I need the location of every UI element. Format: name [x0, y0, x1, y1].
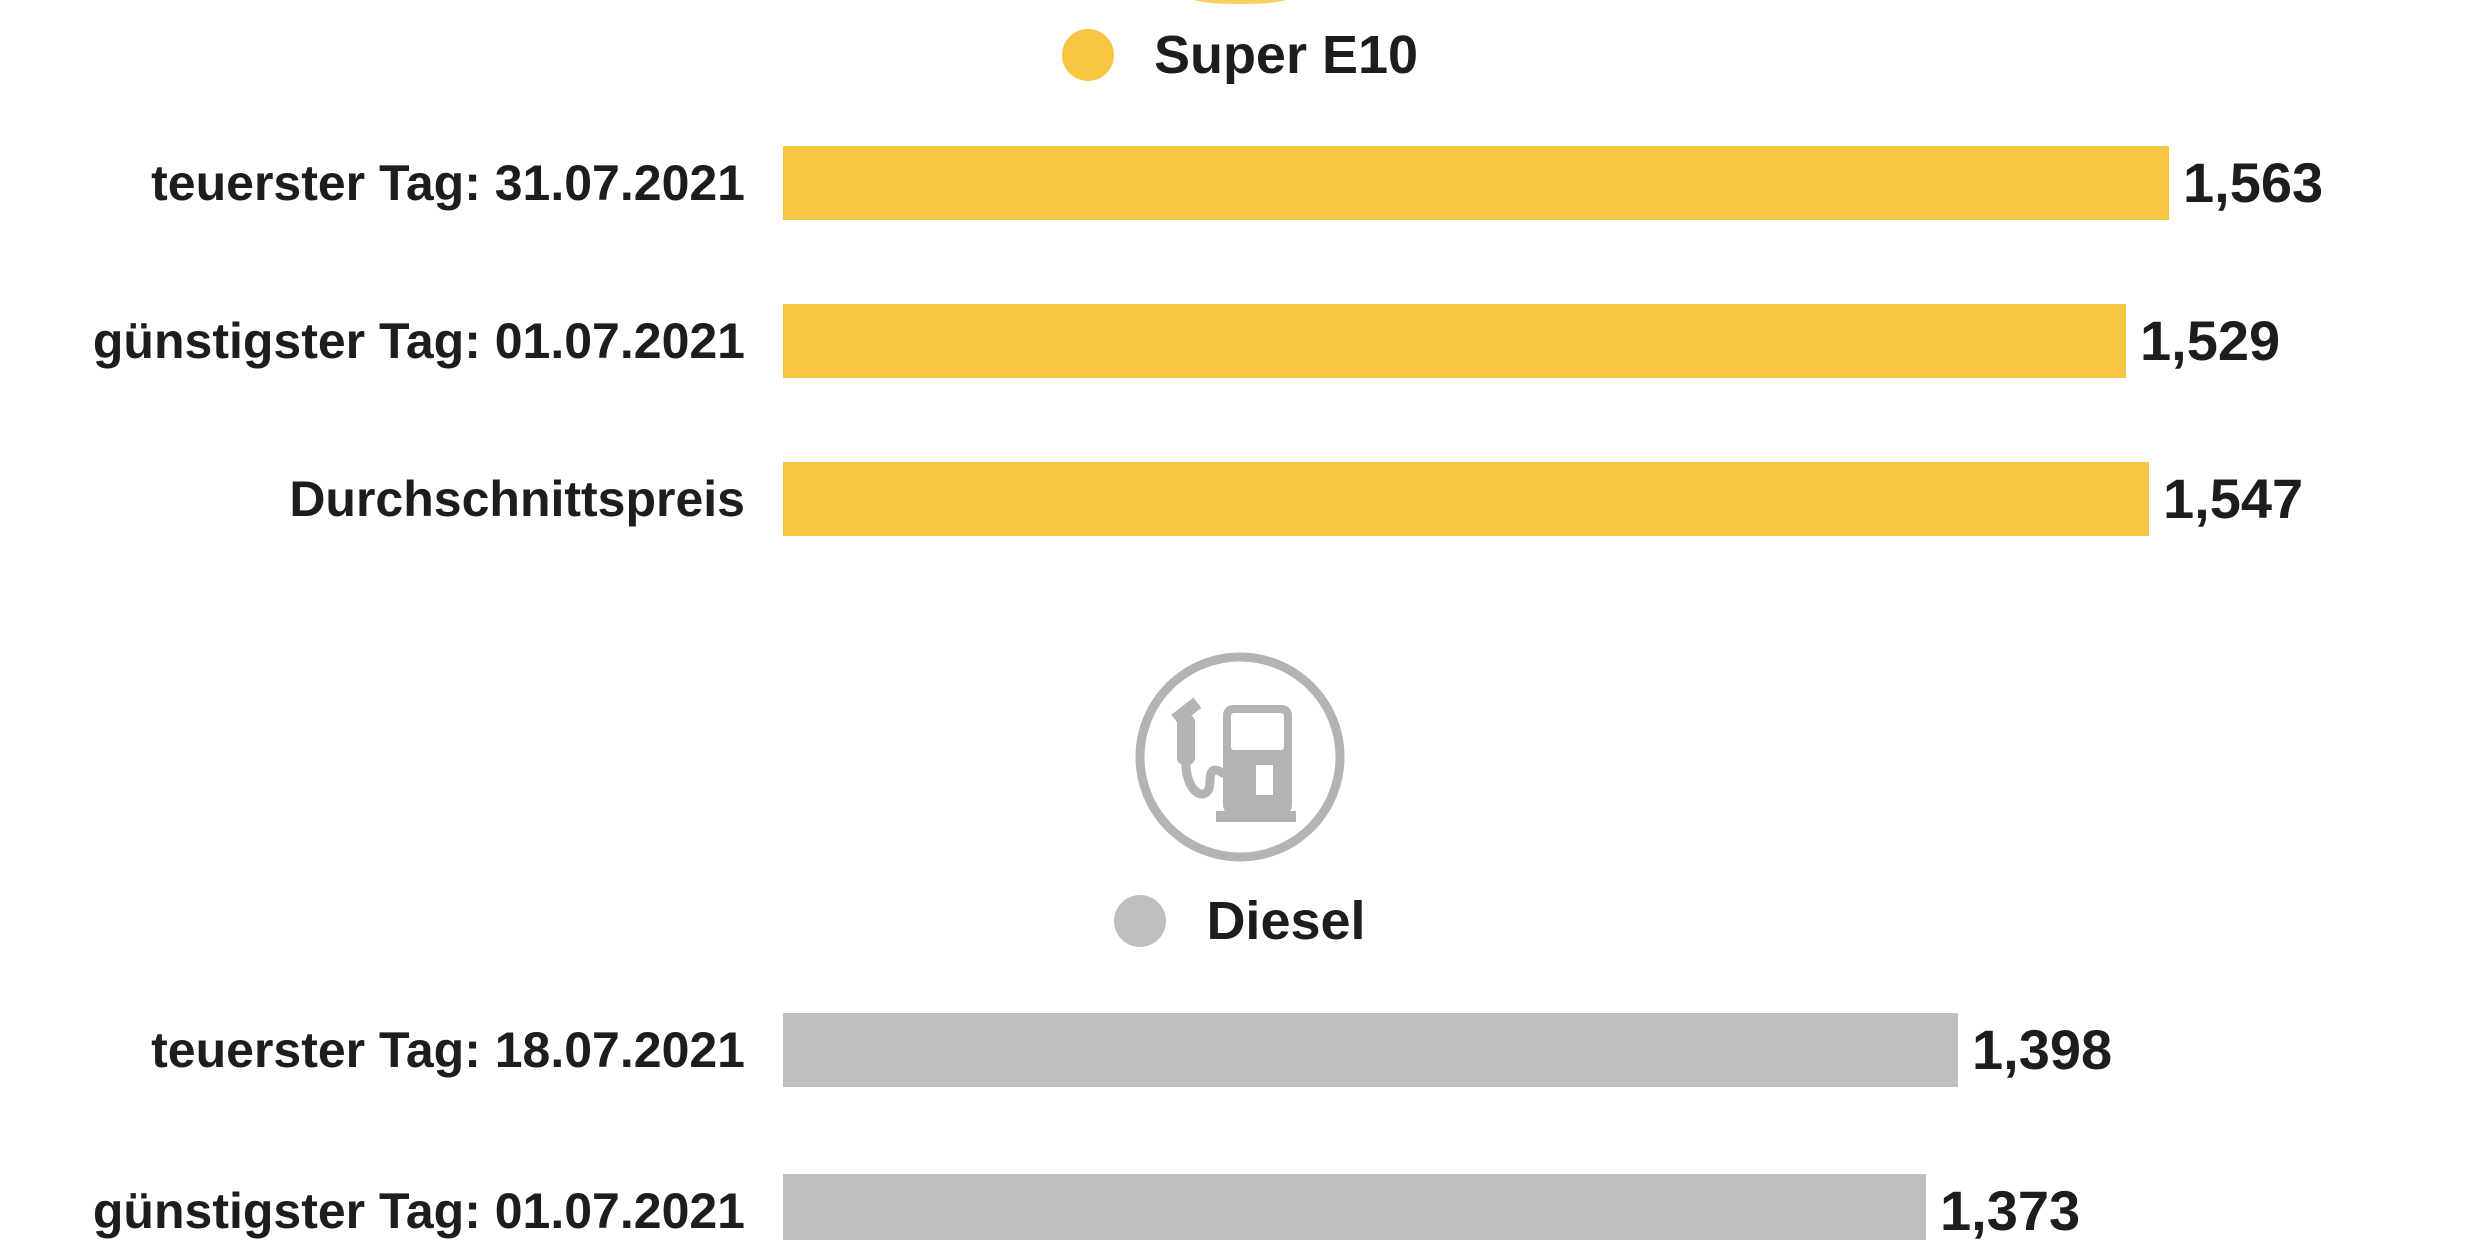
bar-row-diesel-guenstigster-tag: günstigster Tag: 01.07.2021 1,373 [0, 1174, 2480, 1240]
bar-value: 1,529 [2140, 309, 2281, 372]
bar-row-diesel-teuerster-tag: teuerster Tag: 18.07.2021 1,398 [0, 1013, 2480, 1087]
bar-label: teuerster Tag: 31.07.2021 [151, 155, 745, 211]
legend-diesel: Diesel [0, 879, 2480, 963]
legend-label-super-e10: Super E10 [1153, 25, 1419, 85]
bar-label: Durchschnittspreis [289, 471, 745, 527]
bar-diesel-teuerster-tag [783, 1013, 1958, 1087]
bar-diesel-guenstigster-tag [783, 1174, 1926, 1240]
bar-super-durchschnittspreis [783, 462, 2149, 536]
bar-value: 1,398 [1972, 1018, 2113, 1081]
legend-dot-super-e10-icon [1061, 29, 1114, 81]
bar-label: teuerster Tag: 18.07.2021 [151, 1022, 745, 1078]
bar-value: 1,373 [1940, 1179, 2081, 1240]
fuel-pump-icon-partial [1192, 0, 1288, 4]
bar-value: 1,547 [2163, 467, 2304, 530]
bar-super-teuerster-tag [783, 146, 2169, 220]
fuel-pump-icon [1130, 647, 1350, 867]
bar-super-guenstigster-tag [783, 304, 2126, 378]
bar-label: günstigster Tag: 01.07.2021 [92, 313, 745, 369]
bar-row-super-teuerster-tag: teuerster Tag: 31.07.2021 1,563 [0, 146, 2480, 220]
bar-row-super-guenstigster-tag: günstigster Tag: 01.07.2021 1,529 [0, 304, 2480, 378]
legend-super-e10: Super E10 [0, 13, 2480, 97]
bar-value: 1,563 [2183, 151, 2324, 214]
legend-label-diesel: Diesel [1206, 891, 1366, 951]
bar-label: günstigster Tag: 01.07.2021 [92, 1183, 745, 1239]
bar-row-super-durchschnittspreis: Durchschnittspreis 1,547 [0, 462, 2480, 536]
legend-dot-diesel-icon [1114, 895, 1167, 947]
